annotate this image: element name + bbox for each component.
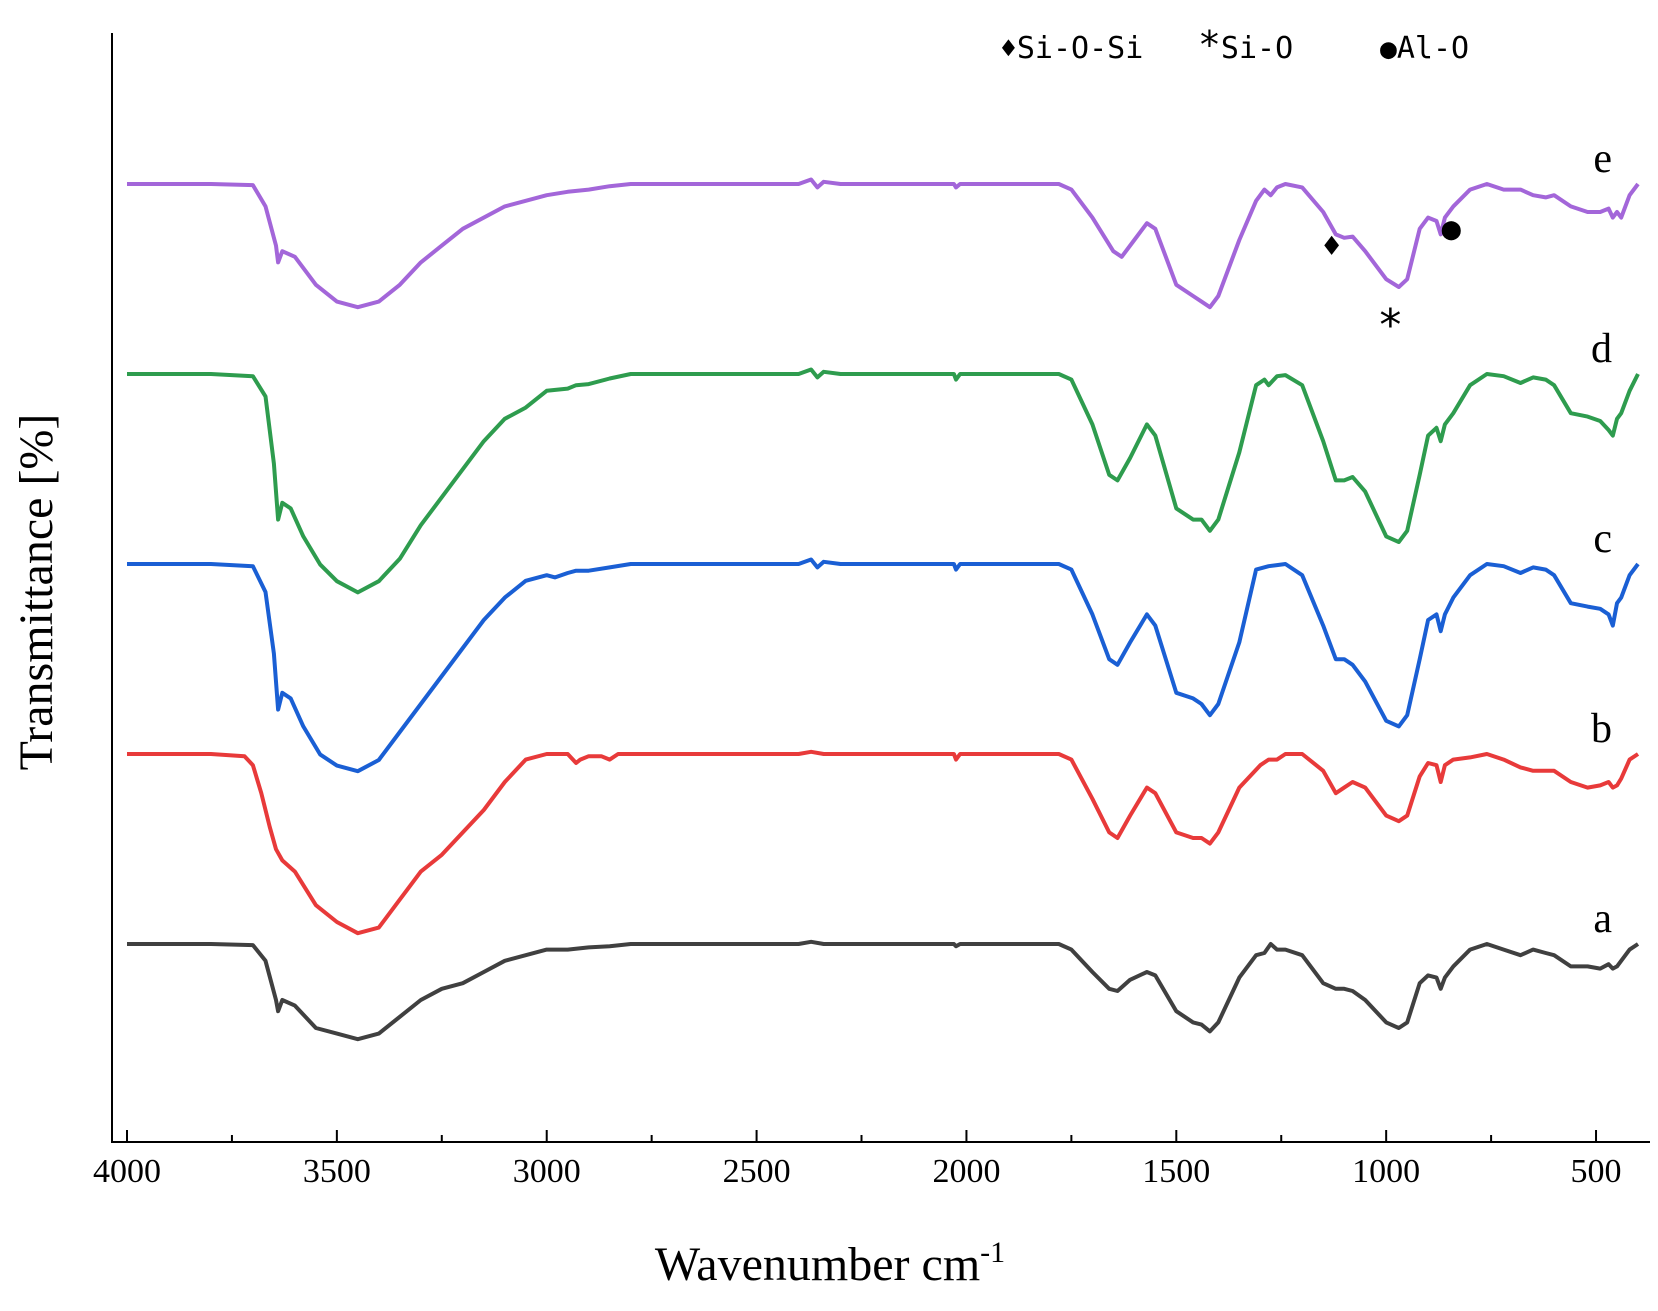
x-tick-label: 4000 [93, 1153, 161, 1190]
series-line-d [127, 367, 1640, 595]
x-axis-title: Wavenumber cm-1 [655, 1236, 1005, 1291]
curve-label-d: d [1591, 326, 1612, 372]
x-ticks: 4000 3500 3000 2500 2000 1500 1000 500 [93, 1130, 1622, 1190]
legend-label: Si-O [1221, 31, 1293, 66]
legend-symbol-diamond: ♦ [1000, 32, 1017, 65]
legend: ♦Si-O-Si *Si-O ●Al-O [1000, 23, 1469, 67]
x-tick-label: 1000 [1352, 1153, 1420, 1190]
x-tick-label: 3500 [303, 1153, 371, 1190]
x-tick-label: 3000 [513, 1153, 581, 1190]
curve-label-e: e [1593, 136, 1612, 182]
series-group [127, 177, 1640, 1042]
curve-labels: e d c b a [1591, 136, 1612, 942]
y-axis-title: Transmittance [%] [10, 414, 63, 771]
peak-marker-diamond: ♦ [1322, 227, 1341, 265]
legend-label: Al-O [1397, 31, 1469, 66]
x-axis-title-superscript: -1 [980, 1236, 1005, 1269]
curve-label-a: a [1593, 896, 1612, 942]
x-tick-label: 2000 [932, 1153, 1000, 1190]
peak-marker-asterisk: * [1377, 300, 1404, 351]
series-line-a [127, 939, 1640, 1042]
legend-item-circle: ●Al-O [1380, 31, 1469, 66]
legend-item-asterisk: *Si-O [1198, 23, 1293, 67]
peak-marker-circle: ● [1442, 209, 1462, 247]
legend-symbol-circle: ● [1380, 32, 1397, 65]
x-tick-label: 2500 [723, 1153, 791, 1190]
axes [111, 33, 1650, 1143]
series-line-e [127, 177, 1640, 310]
series-line-b [127, 749, 1640, 936]
curve-label-b: b [1591, 706, 1612, 752]
peak-markers: ♦ * ● [1322, 209, 1462, 351]
x-tick-label: 500 [1571, 1153, 1622, 1190]
series-line-c [127, 557, 1640, 774]
legend-symbol-asterisk: * [1198, 23, 1221, 67]
x-axis-title-main: Wavenumber cm [655, 1238, 980, 1291]
legend-item-diamond: ♦Si-O-Si [1000, 31, 1143, 66]
x-tick-label: 1500 [1142, 1153, 1210, 1190]
curve-label-c: c [1593, 516, 1612, 562]
legend-label: Si-O-Si [1017, 31, 1143, 66]
